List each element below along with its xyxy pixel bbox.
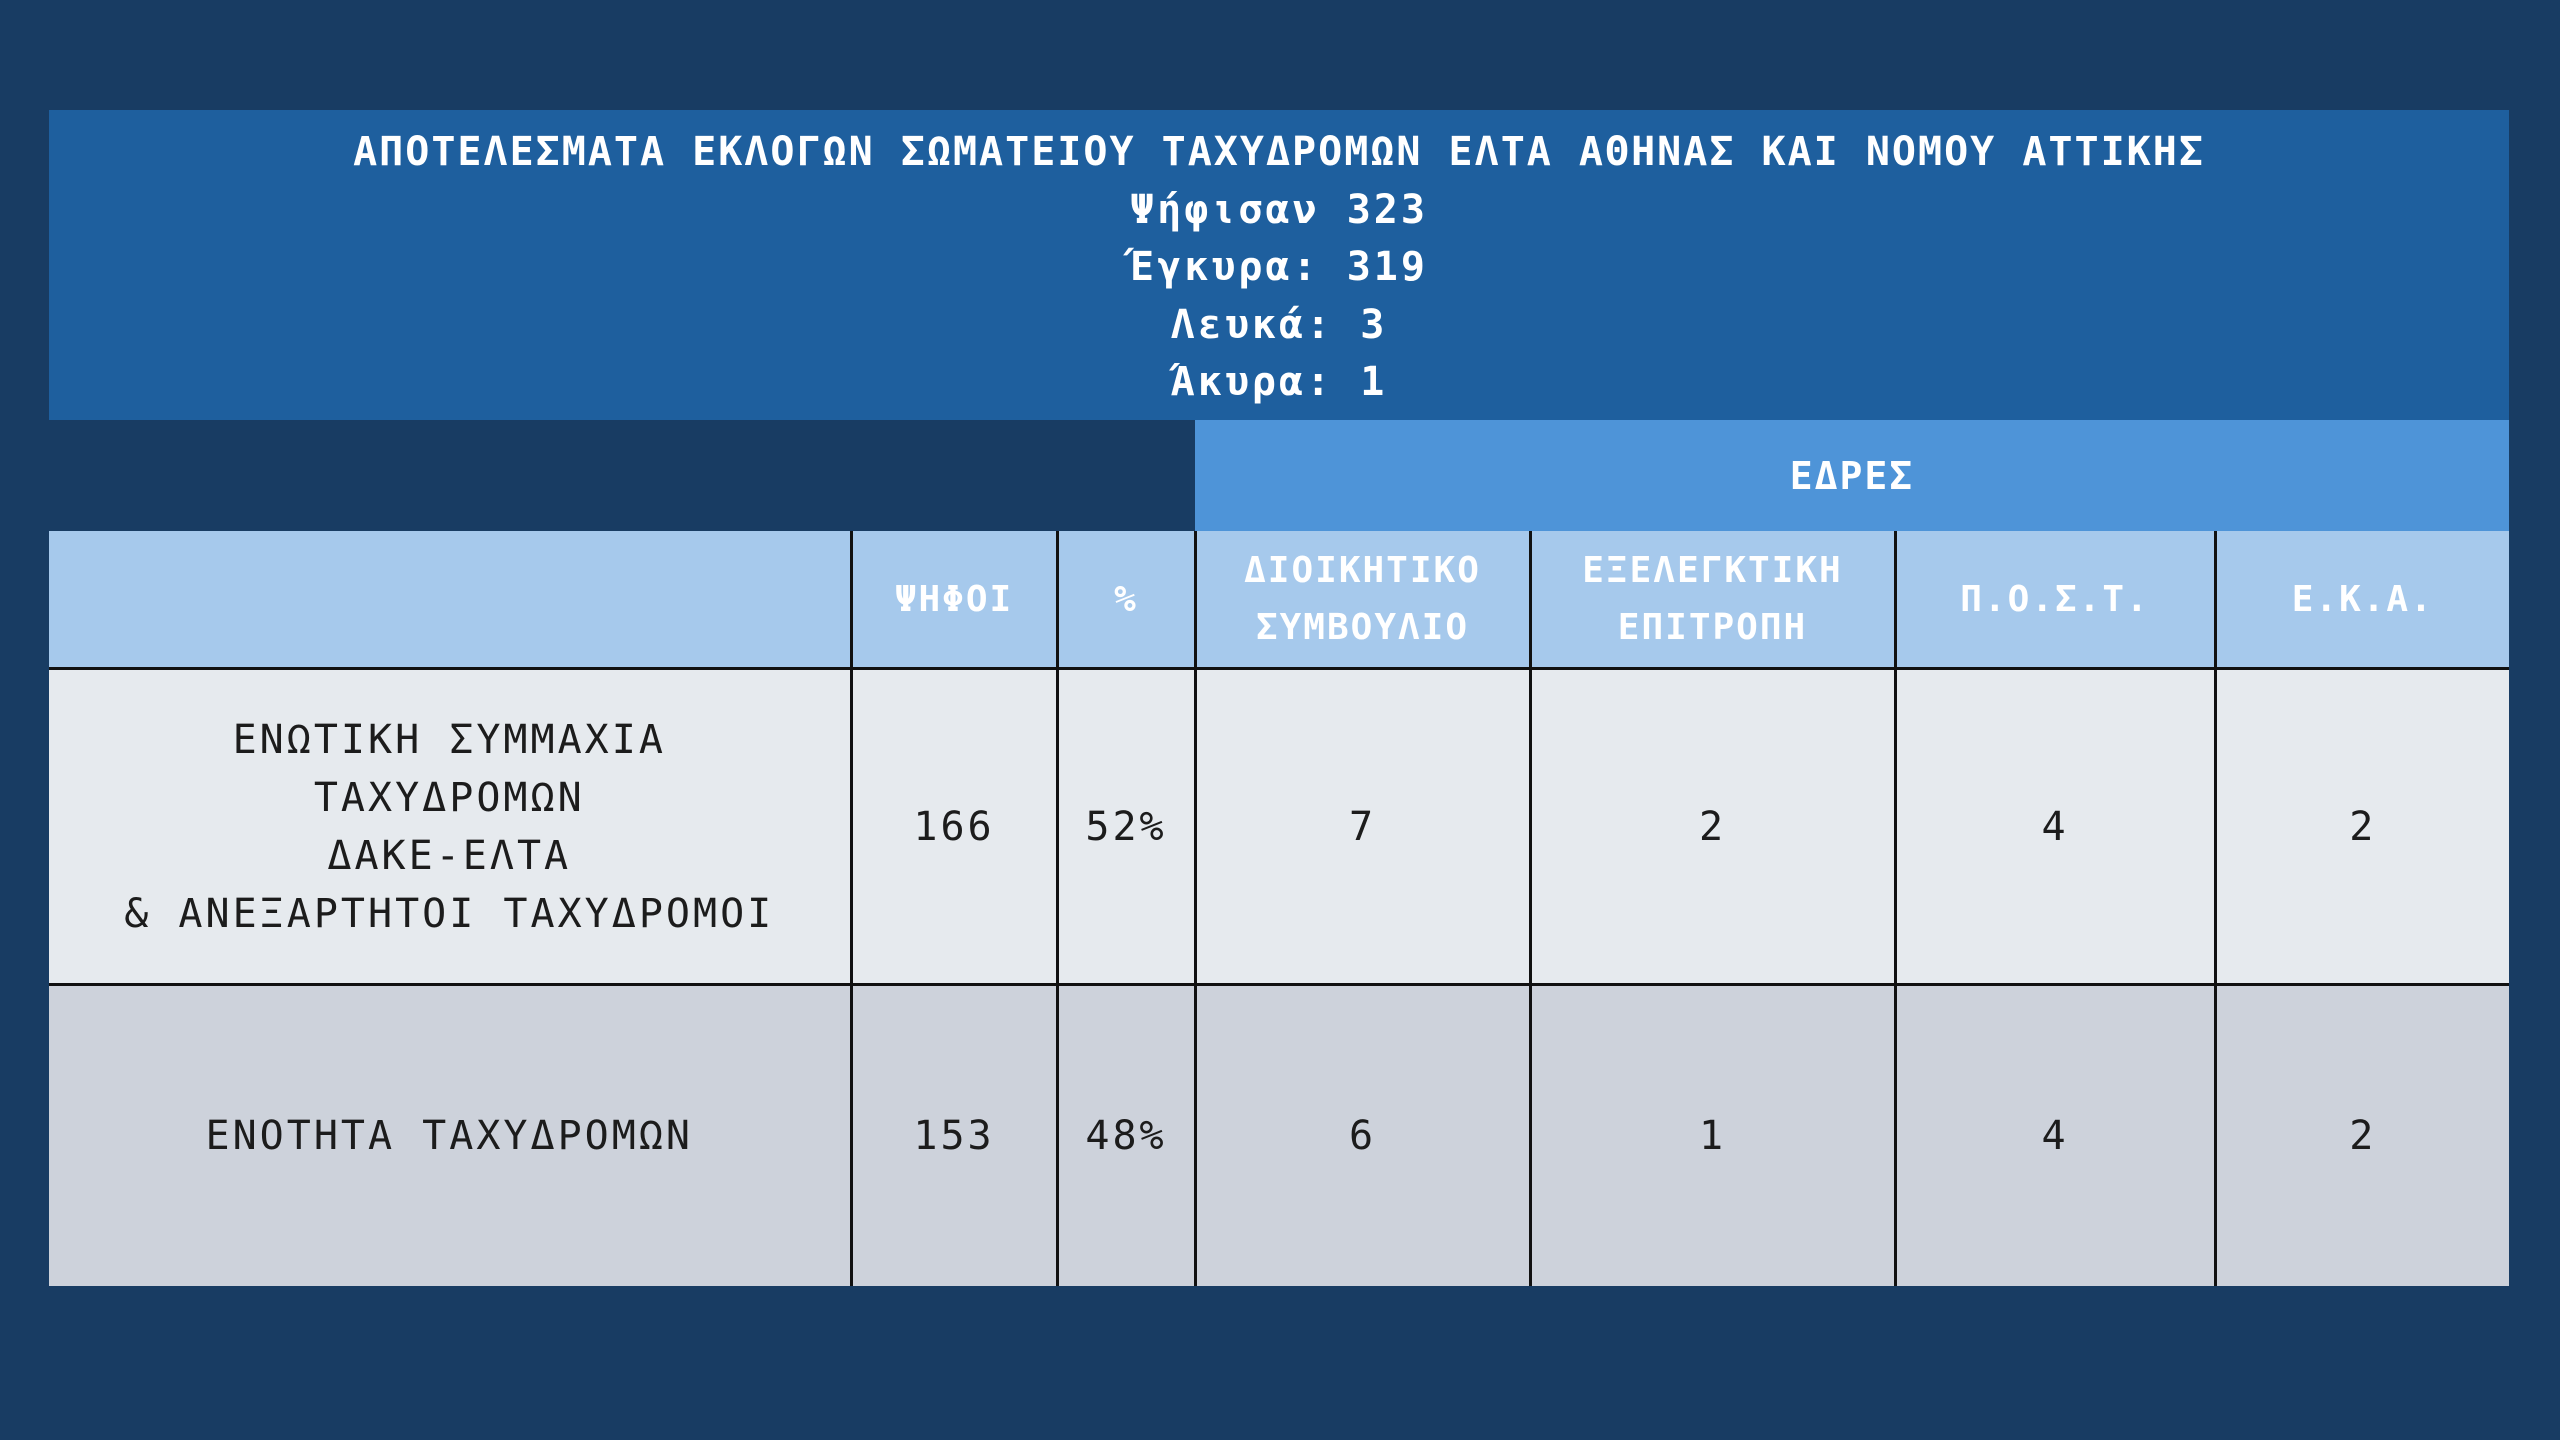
blank-count: Λευκά: 3 xyxy=(1170,301,1388,348)
audit-header-line: ΕΞΕΛΕΓΚΤΙΚΗ xyxy=(1582,550,1843,591)
votes-cell: 166 xyxy=(849,667,1059,986)
results-table: ΨΗΦΟΙ % ΔΙΟΙΚΗΤΙΚΟ ΣΥΜΒΟΥΛΙΟ ΕΞΕΛΕΓΚΤΙΚΗ… xyxy=(49,531,2509,1286)
seats-header: ΕΔΡΕΣ xyxy=(1195,420,2509,531)
board-header-line: ΔΙΟΙΚΗΤΙΚΟ xyxy=(1244,550,1481,591)
table-row: ΕΝΩΤΙΚΗ ΣΥΜΜΑΧΙΑ ΤΑΧΥΔΡΟΜΩΝ ΔΑΚΕ-ΕΛΤΑ & … xyxy=(49,667,2509,986)
party-name-line: ΤΑΧΥΔΡΟΜΩΝ xyxy=(313,774,585,821)
results-banner: ΑΠΟΤΕΛΕΣΜΑΤΑ ΕΚΛΟΓΩΝ ΣΩΜΑΤΕΙΟΥ ΤΑΧΥΔΡΟΜΩ… xyxy=(49,110,2509,420)
board-header-line: ΣΥΜΒΟΥΛΙΟ xyxy=(1255,607,1470,648)
party-name-cell: ΕΝΟΤΗΤΑ ΤΑΧΥΔΡΟΜΩΝ xyxy=(49,983,853,1286)
table-row: ΕΝΟΤΗΤΑ ΤΑΧΥΔΡΟΜΩΝ 153 48% 6 1 4 2 xyxy=(49,983,2509,1286)
eka-seats-cell: 2 xyxy=(2213,983,2509,1286)
audit-seats-cell: 2 xyxy=(1528,667,1897,986)
board-column-header: ΔΙΟΙΚΗΤΙΚΟ ΣΥΜΒΟΥΛΙΟ xyxy=(1193,531,1532,670)
audit-seats-cell: 1 xyxy=(1528,983,1897,1286)
party-name-cell: ΕΝΩΤΙΚΗ ΣΥΜΜΑΧΙΑ ΤΑΧΥΔΡΟΜΩΝ ΔΑΚΕ-ΕΛΤΑ & … xyxy=(49,667,853,986)
party-name-line: ΔΑΚΕ-ΕΛΤΑ xyxy=(327,832,572,879)
votes-column-header: ΨΗΦΟΙ xyxy=(849,531,1059,670)
party-column-header xyxy=(49,531,853,670)
percent-cell: 48% xyxy=(1055,983,1197,1286)
table-header-row: ΨΗΦΟΙ % ΔΙΟΙΚΗΤΙΚΟ ΣΥΜΒΟΥΛΙΟ ΕΞΕΛΕΓΚΤΙΚΗ… xyxy=(49,531,2509,670)
eka-seats-cell: 2 xyxy=(2213,667,2509,986)
valid-count: Έγκυρα: 319 xyxy=(1130,244,1428,290)
percent-cell: 52% xyxy=(1055,667,1197,986)
post-seats-cell: 4 xyxy=(1893,667,2217,986)
votes-cell: 153 xyxy=(849,983,1059,1286)
eka-column-header: Ε.Κ.Α. xyxy=(2213,531,2509,670)
voted-count: Ψήφισαν 323 xyxy=(1130,186,1428,233)
results-title: ΑΠΟΤΕΛΕΣΜΑΤΑ ΕΚΛΟΓΩΝ ΣΩΜΑΤΕΙΟΥ ΤΑΧΥΔΡΟΜΩ… xyxy=(353,129,2205,175)
audit-column-header: ΕΞΕΛΕΓΚΤΙΚΗ ΕΠΙΤΡΟΠΗ xyxy=(1528,531,1897,670)
party-name-line: & ΑΝΕΞΑΡΤΗΤΟΙ ΤΑΧΥΔΡΟΜΟΙ xyxy=(124,890,775,937)
audit-header-line: ΕΠΙΤΡΟΠΗ xyxy=(1617,607,1808,648)
invalid-count: Άκυρα: 1 xyxy=(1170,359,1388,405)
party-name-line: ΕΝΟΤΗΤΑ ΤΑΧΥΔΡΟΜΩΝ xyxy=(205,1113,693,1159)
board-seats-cell: 6 xyxy=(1193,983,1532,1286)
post-column-header: Π.Ο.Σ.Τ. xyxy=(1893,531,2217,670)
percent-column-header: % xyxy=(1055,531,1197,670)
board-seats-cell: 7 xyxy=(1193,667,1532,986)
post-seats-cell: 4 xyxy=(1893,983,2217,1286)
party-name-line: ΕΝΩΤΙΚΗ ΣΥΜΜΑΧΙΑ xyxy=(232,716,666,763)
